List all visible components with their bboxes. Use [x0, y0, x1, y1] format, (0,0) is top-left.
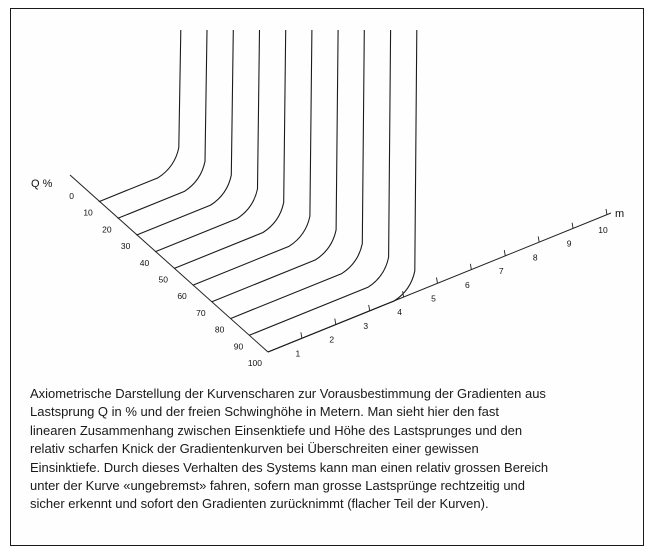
- q-tick-label: 0: [69, 191, 74, 201]
- figure-frame: [10, 8, 644, 546]
- gradient-curve-q50: [173, 29, 287, 270]
- gradient-curve-q40: [154, 29, 261, 253]
- m-tick-mark: [503, 250, 506, 257]
- caption-line: relativ scharfen Knick der Gradientenkur…: [30, 441, 479, 457]
- q-tick-label: 90: [234, 341, 244, 351]
- m-tick-mark: [469, 263, 472, 270]
- q-tick-label: 10: [83, 208, 93, 218]
- gradient-curve-q20: [117, 29, 208, 219]
- gradient-curve-q80: [230, 29, 365, 320]
- q-tick-label: 40: [140, 258, 150, 268]
- m-tick-label: 6: [465, 280, 470, 290]
- gradient-curve-q100: [267, 29, 418, 353]
- q-tick-label: 20: [102, 224, 112, 234]
- gradient-curve-q30: [136, 29, 234, 236]
- m-tick-label: 3: [363, 321, 368, 331]
- m-tick-label: 4: [397, 307, 402, 317]
- q-tick-label: 70: [196, 308, 206, 318]
- caption-line: Lastsprung Q in % und der freien Schwing…: [30, 404, 499, 420]
- q-tick-label: 60: [177, 291, 187, 301]
- q-tick-label: 30: [121, 241, 131, 251]
- m-tick-mark: [571, 222, 574, 229]
- m-tick-mark: [537, 236, 540, 243]
- caption-line: Einsinktiefe. Durch dieses Verhalten des…: [30, 459, 549, 475]
- q-tick-label: 80: [215, 325, 225, 335]
- figure-caption: Axiometrische Darstellung der Kurvenscha…: [30, 385, 630, 514]
- m-tick-label: 8: [533, 252, 538, 262]
- q-axis-title: Q %: [31, 178, 53, 190]
- m-tick-label: 5: [431, 294, 436, 304]
- q-tick-label: 100: [248, 358, 262, 368]
- m-tick-label: 9: [567, 239, 572, 249]
- m-tick-label: 2: [329, 335, 334, 345]
- m-tick-label: 1: [296, 348, 301, 358]
- q-tick-label: 50: [159, 275, 169, 285]
- m-tick-mark: [605, 208, 608, 216]
- caption-line: unter der Kurve «ungebremst» fahren, sof…: [30, 478, 526, 494]
- caption-line: linearen Zusammenhang zwischen Einsenkti…: [30, 422, 523, 438]
- q-axis: [69, 174, 269, 353]
- m-tick-mark: [300, 332, 303, 339]
- gradient-curve-q10: [98, 29, 182, 203]
- m-tick-mark: [368, 304, 371, 311]
- m-tick-label: 7: [499, 266, 504, 276]
- axonometric-chart: Q % m 0 10 20 30 40 50 60 70 80 90 100 1 2 3 4 5 6 7 8 9 10: [31, 29, 624, 368]
- m-tick-label: 10: [598, 225, 608, 235]
- gradient-curve-q70: [211, 29, 339, 303]
- m-axis-title: m: [615, 208, 624, 220]
- gradient-curve-q60: [192, 29, 313, 286]
- caption-line: Axiometrische Darstellung der Kurvenscha…: [30, 386, 546, 401]
- m-tick-mark: [334, 318, 337, 325]
- m-tick-mark: [436, 277, 438, 284]
- caption-line: sicher erkennt und sofort den Gradienten…: [30, 496, 489, 512]
- gradient-curve-q90: [248, 29, 392, 336]
